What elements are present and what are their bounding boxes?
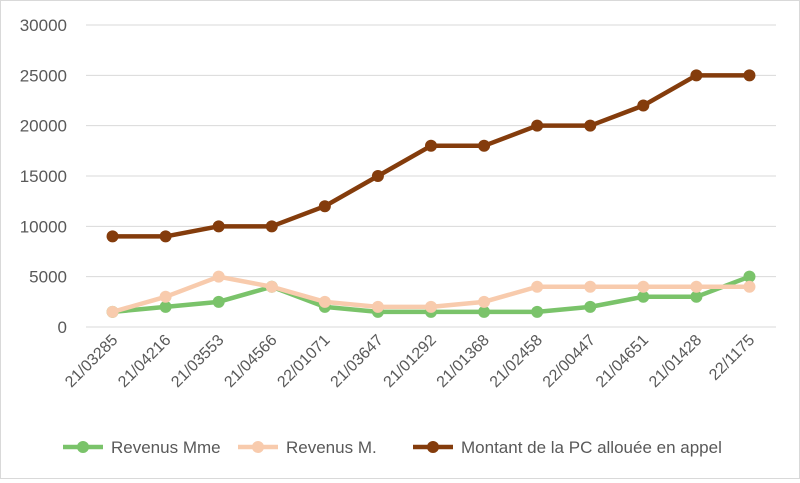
y-tick-label: 5000 — [29, 268, 67, 287]
y-tick-label: 25000 — [20, 66, 67, 85]
x-tick-label: 21/01368 — [434, 332, 493, 391]
data-point — [425, 300, 437, 313]
data-point — [265, 280, 278, 293]
x-tick-label: 21/03285 — [62, 332, 121, 391]
data-point — [371, 300, 384, 313]
data-point — [212, 295, 225, 308]
series-lines — [106, 69, 756, 318]
data-point — [478, 295, 491, 308]
y-tick-label: 0 — [58, 318, 67, 337]
series-3 — [106, 69, 756, 243]
data-point — [212, 270, 225, 283]
data-point — [106, 305, 119, 318]
x-tick-label: 22/1175 — [706, 332, 758, 384]
x-tick-label: 21/03647 — [328, 332, 387, 391]
data-point — [318, 295, 331, 308]
x-tick-label: 22/01071 — [274, 332, 333, 391]
x-axis-tick-labels: 21/0328521/0421621/0355321/0456622/01071… — [62, 332, 758, 391]
x-tick-label: 21/03553 — [168, 332, 227, 391]
data-point — [743, 280, 756, 293]
x-tick-label: 22/00447 — [540, 332, 599, 391]
x-tick-label: 21/04216 — [115, 332, 174, 391]
data-point — [690, 69, 703, 82]
x-tick-label: 21/04566 — [221, 332, 280, 391]
data-point — [690, 280, 703, 293]
legend-marker — [77, 441, 89, 453]
series-line — [110, 73, 752, 239]
data-point — [637, 99, 650, 112]
data-point — [690, 290, 703, 303]
data-point — [425, 139, 437, 152]
legend-item: Revenus Mme — [63, 438, 221, 457]
y-tick-label: 20000 — [20, 117, 67, 136]
data-point — [584, 119, 597, 132]
data-point — [637, 290, 650, 303]
legend-item: Revenus M. — [238, 438, 377, 457]
legend-label: Revenus M. — [286, 438, 377, 457]
gridlines — [86, 24, 776, 328]
data-point — [106, 230, 119, 243]
legend-marker — [427, 441, 439, 453]
data-point — [371, 170, 384, 182]
y-axis-tick-labels: 0 5000 10000 15000 20000 25000 30000 — [20, 16, 67, 337]
legend-marker — [252, 441, 264, 453]
data-point — [637, 280, 650, 293]
data-point — [478, 139, 491, 152]
data-point — [159, 290, 172, 303]
x-tick-label: 21/02458 — [487, 332, 546, 391]
legend-label: Revenus Mme — [111, 438, 221, 457]
data-point — [212, 220, 225, 233]
data-point — [531, 119, 544, 132]
data-point — [531, 280, 544, 293]
legend-label: Montant de la PC allouée en appel — [461, 438, 722, 457]
legend-item: Montant de la PC allouée en appel — [413, 438, 722, 457]
x-tick-label: 21/01428 — [646, 332, 705, 391]
data-point — [265, 220, 278, 233]
data-point — [318, 200, 331, 213]
data-point — [743, 69, 756, 82]
data-point — [584, 300, 597, 313]
data-point — [159, 300, 172, 313]
data-point — [159, 230, 172, 243]
legend: Revenus Mme Revenus M. Montant de la PC al… — [63, 438, 722, 457]
x-tick-label: 21/04651 — [593, 332, 652, 391]
data-point — [531, 305, 544, 318]
data-point — [478, 305, 491, 318]
data-point — [743, 270, 756, 283]
x-tick-label: 21/01292 — [381, 332, 440, 391]
data-point — [584, 280, 597, 293]
y-tick-label: 10000 — [20, 217, 67, 236]
y-tick-label: 30000 — [20, 16, 67, 35]
y-tick-label: 15000 — [20, 167, 67, 186]
series-2 — [106, 270, 756, 318]
